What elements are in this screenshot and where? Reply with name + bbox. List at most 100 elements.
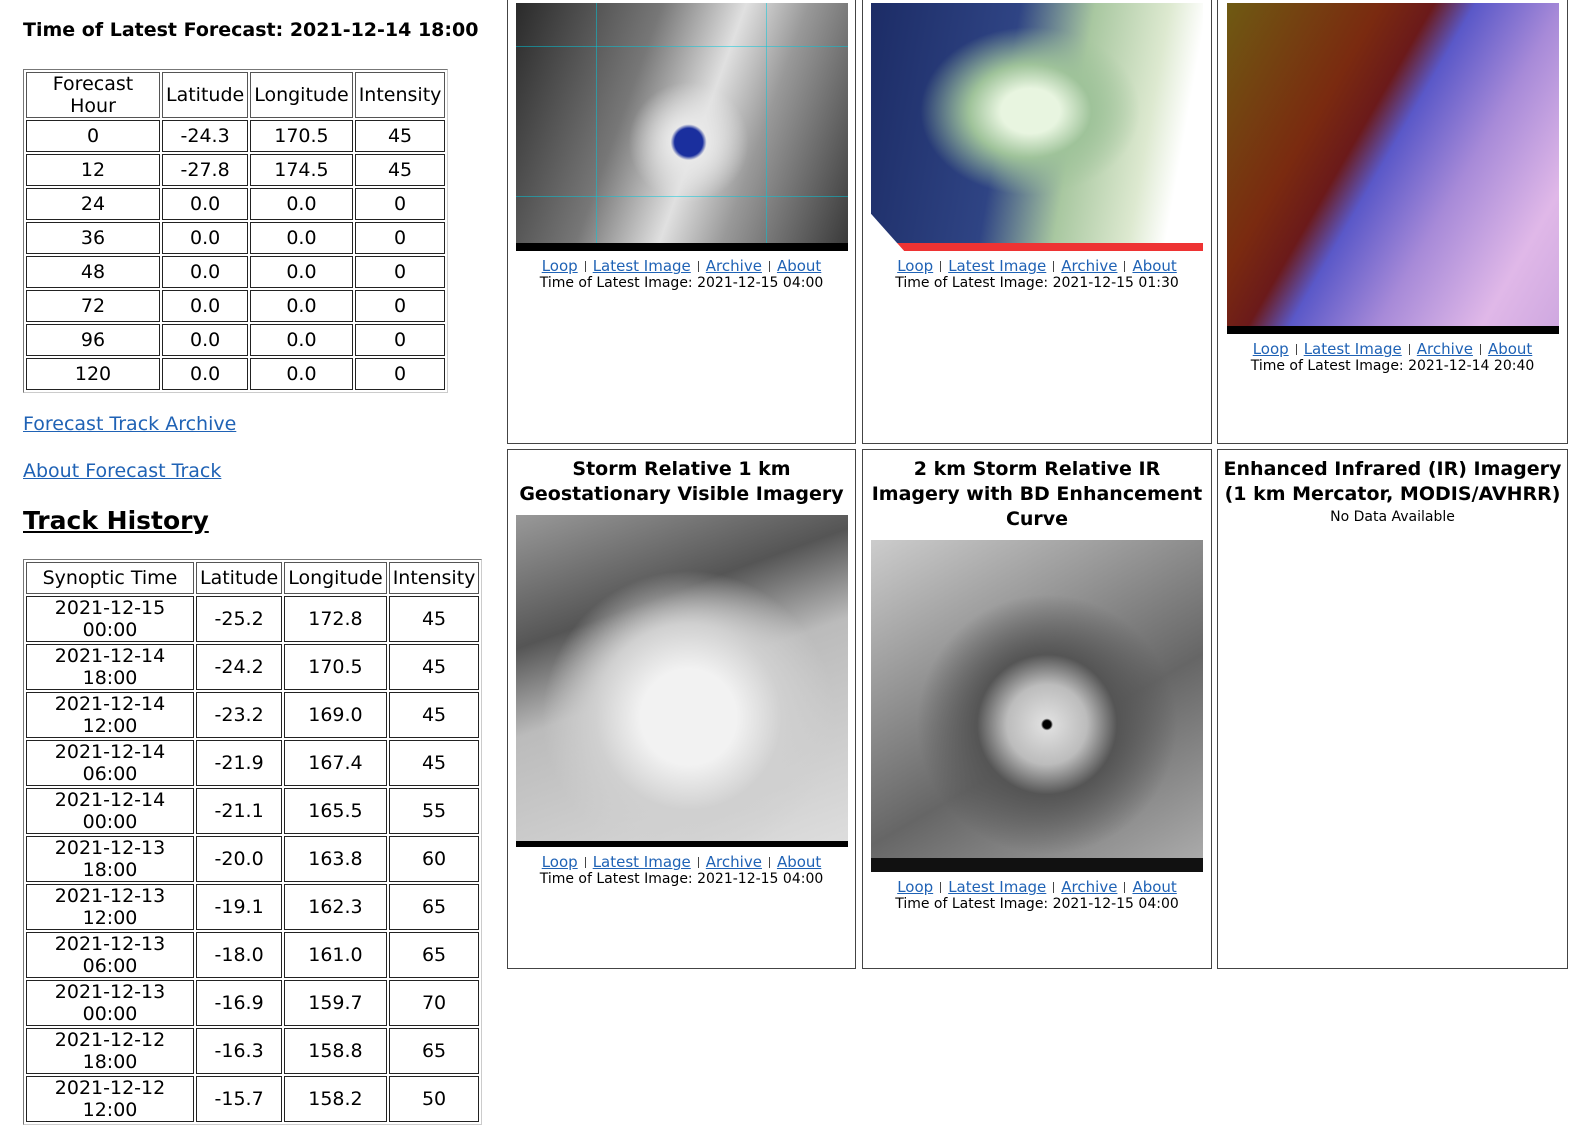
table-cell: -24.3 xyxy=(162,120,249,152)
table-cell: -16.9 xyxy=(196,980,283,1026)
table-cell: 0.0 xyxy=(250,324,353,356)
panel-link[interactable]: Archive xyxy=(1061,257,1118,275)
image-panel: Loop Latest Image Archive About Time of Late… xyxy=(862,0,1212,444)
table-cell: 12 xyxy=(26,154,160,186)
panel-link[interactable]: Archive xyxy=(705,853,762,871)
column-header: Latitude xyxy=(162,72,249,118)
table-cell: 2021-12-14 12:00 xyxy=(26,692,194,738)
table-cell: 2021-12-12 18:00 xyxy=(26,1028,194,1074)
table-cell: -20.0 xyxy=(196,836,283,882)
panel-link[interactable]: Loop xyxy=(541,853,578,871)
table-cell: 2021-12-13 06:00 xyxy=(26,932,194,978)
panel-links: Loop Latest Image Archive About xyxy=(508,853,855,871)
link-separator xyxy=(1053,261,1055,272)
table-cell: 170.5 xyxy=(284,644,387,690)
panel-links: Loop Latest Image Archive About xyxy=(1218,340,1567,358)
table-cell: 159.7 xyxy=(284,980,387,1026)
table-cell: -23.2 xyxy=(196,692,283,738)
panel-link[interactable]: Archive xyxy=(705,257,762,275)
table-cell: 2021-12-14 06:00 xyxy=(26,740,194,786)
panel-link[interactable]: Latest Image xyxy=(1303,340,1402,358)
table-cell: 158.2 xyxy=(284,1076,387,1122)
image-time: Time of Latest Image: 2021-12-15 01:30 xyxy=(895,275,1179,291)
panel-link[interactable]: About xyxy=(776,257,822,275)
panel-link[interactable]: Latest Image xyxy=(948,257,1047,275)
panel-title: Enhanced Infrared (IR) Imagery (1 km Mer… xyxy=(1223,458,1562,505)
table-row: 0 -24.3 170.5 45 xyxy=(26,120,446,152)
column-header: Intensity xyxy=(354,72,446,118)
link-separator xyxy=(768,261,770,272)
table-cell: 169.0 xyxy=(284,692,387,738)
link-separator xyxy=(940,261,942,272)
forecast-table: Forecast Hour Latitude Longitude Intensity 0… xyxy=(23,69,449,393)
table-cell: 50 xyxy=(388,1076,480,1122)
table-cell: 158.8 xyxy=(284,1028,387,1074)
panel-link[interactable]: Loop xyxy=(541,257,578,275)
table-cell: -21.1 xyxy=(196,788,283,834)
table-cell: 2021-12-12 12:00 xyxy=(26,1076,194,1122)
panel-link[interactable]: Latest Image xyxy=(592,257,691,275)
table-cell: 60 xyxy=(388,836,480,882)
table-row: 120 0.0 0.0 0 xyxy=(26,358,446,390)
table-cell: -15.7 xyxy=(196,1076,283,1122)
table-cell: -16.3 xyxy=(196,1028,283,1074)
table-cell: 96 xyxy=(26,324,160,356)
table-cell: 0.0 xyxy=(162,256,249,288)
panel-link[interactable]: Archive xyxy=(1061,878,1118,896)
image-panel: Loop Latest Image Archive About Time of Late… xyxy=(1217,0,1568,444)
table-cell: -25.2 xyxy=(196,596,283,642)
table-cell: 0 xyxy=(354,324,446,356)
table-cell: 0.0 xyxy=(162,324,249,356)
table-cell: 0.0 xyxy=(162,222,249,254)
link-separator xyxy=(1408,344,1410,355)
table-cell: -24.2 xyxy=(196,644,283,690)
table-cell: 0.0 xyxy=(250,222,353,254)
header-row: Forecast Hour Latitude Longitude Intensity xyxy=(26,72,446,118)
satellite-image xyxy=(515,3,848,251)
table-cell: 0 xyxy=(354,358,446,390)
link-separator xyxy=(768,857,770,868)
text-link[interactable]: Forecast Track Archive xyxy=(23,413,237,435)
column-header: Longitude xyxy=(250,72,353,118)
table-row: 96 0.0 0.0 0 xyxy=(26,324,446,356)
table-cell: 0.0 xyxy=(162,188,249,220)
table-cell: 45 xyxy=(388,596,480,642)
panel-link[interactable]: Loop xyxy=(897,257,934,275)
table-cell: 0.0 xyxy=(250,358,353,390)
header-row: Synoptic Time Latitude Longitude Intensity xyxy=(26,562,480,594)
panel-link[interactable]: Latest Image xyxy=(592,853,691,871)
panel-link[interactable]: About xyxy=(1487,340,1533,358)
text-link[interactable]: About Forecast Track xyxy=(23,460,222,482)
panel-link[interactable]: About xyxy=(1132,878,1177,896)
image-time: Time of Latest Image: 2021-12-14 20:40 xyxy=(1250,358,1535,374)
table-row: 2021-12-13 00:00 -16.9 159.7 70 xyxy=(26,980,480,1026)
link-separator xyxy=(940,882,942,893)
panel-link[interactable]: Loop xyxy=(897,878,934,896)
table-cell: 162.3 xyxy=(284,884,387,930)
table-cell: 161.0 xyxy=(284,932,387,978)
link-separator xyxy=(1295,344,1297,355)
table-row: 36 0.0 0.0 0 xyxy=(26,222,446,254)
table-cell: -19.1 xyxy=(196,884,283,930)
panel-link[interactable]: Latest Image xyxy=(948,878,1047,896)
table-cell: 174.5 xyxy=(250,154,353,186)
table-cell: 36 xyxy=(26,222,160,254)
forecast-heading: Time of Latest Forecast: 2021-12-14 18:0… xyxy=(23,19,479,41)
panel-link[interactable]: Loop xyxy=(1252,340,1289,358)
table-cell: -21.9 xyxy=(196,740,283,786)
table-row: 2021-12-15 00:00 -25.2 172.8 45 xyxy=(26,596,480,642)
track-links: Forecast Track Archive About Forecast Tra… xyxy=(23,413,503,482)
table-row: 2021-12-13 06:00 -18.0 161.0 65 xyxy=(26,932,480,978)
panel-link[interactable]: About xyxy=(1132,257,1177,275)
table-cell: 70 xyxy=(388,980,480,1026)
panel-link[interactable]: Archive xyxy=(1416,340,1473,358)
table-cell: 0 xyxy=(26,120,160,152)
panel-link[interactable]: About xyxy=(776,853,822,871)
link-separator xyxy=(584,857,586,868)
table-cell: 55 xyxy=(388,788,480,834)
table-cell: 72 xyxy=(26,290,160,322)
table-cell: 0.0 xyxy=(250,256,353,288)
image-time: Time of Latest Image: 2021-12-15 04:00 xyxy=(539,871,824,887)
table-row: 12 -27.8 174.5 45 xyxy=(26,154,446,186)
table-cell: -27.8 xyxy=(162,154,249,186)
